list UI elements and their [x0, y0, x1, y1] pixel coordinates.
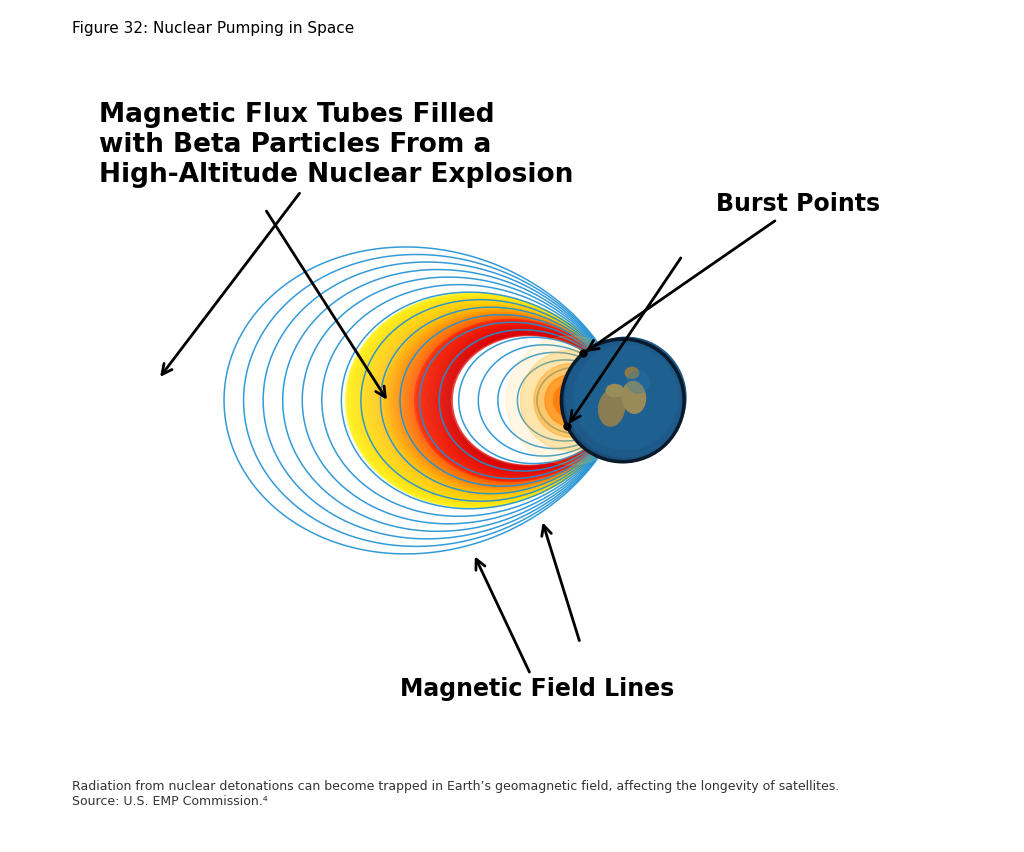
Ellipse shape [599, 389, 625, 426]
Text: Figure 32: Nuclear Pumping in Space: Figure 32: Nuclear Pumping in Space [72, 21, 354, 37]
Text: Magnetic Field Lines: Magnetic Field Lines [400, 559, 675, 701]
Ellipse shape [606, 384, 624, 397]
Circle shape [534, 364, 607, 437]
Text: Burst Points: Burst Points [588, 193, 881, 350]
Circle shape [573, 345, 678, 450]
Circle shape [553, 383, 588, 417]
Circle shape [506, 336, 635, 465]
Circle shape [520, 350, 621, 451]
Circle shape [545, 375, 596, 426]
Ellipse shape [623, 382, 645, 413]
Text: Magnetic Flux Tubes Filled
with Beta Particles From a
High-Altitude Nuclear Expl: Magnetic Flux Tubes Filled with Beta Par… [98, 102, 573, 375]
Circle shape [561, 339, 684, 462]
Text: Radiation from nuclear detonations can become trapped in Earth’s geomagnetic fie: Radiation from nuclear detonations can b… [72, 780, 839, 808]
Circle shape [565, 337, 686, 458]
Circle shape [627, 371, 649, 393]
Ellipse shape [626, 367, 639, 378]
